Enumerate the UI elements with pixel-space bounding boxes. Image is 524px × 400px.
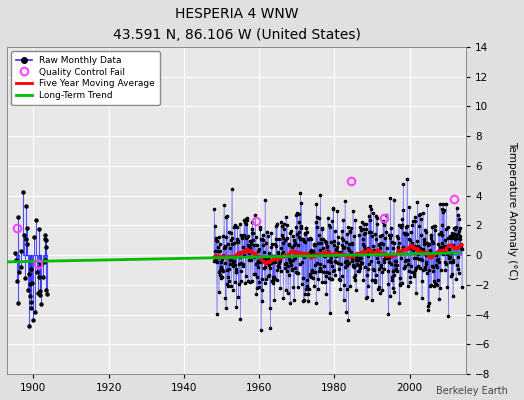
Legend: Raw Monthly Data, Quality Control Fail, Five Year Moving Average, Long-Term Tren: Raw Monthly Data, Quality Control Fail, … bbox=[12, 51, 160, 104]
Title: HESPERIA 4 WNW
43.591 N, 86.106 W (United States): HESPERIA 4 WNW 43.591 N, 86.106 W (Unite… bbox=[113, 7, 361, 42]
Y-axis label: Temperature Anomaly (°C): Temperature Anomaly (°C) bbox=[507, 141, 517, 280]
Text: Berkeley Earth: Berkeley Earth bbox=[436, 386, 508, 396]
